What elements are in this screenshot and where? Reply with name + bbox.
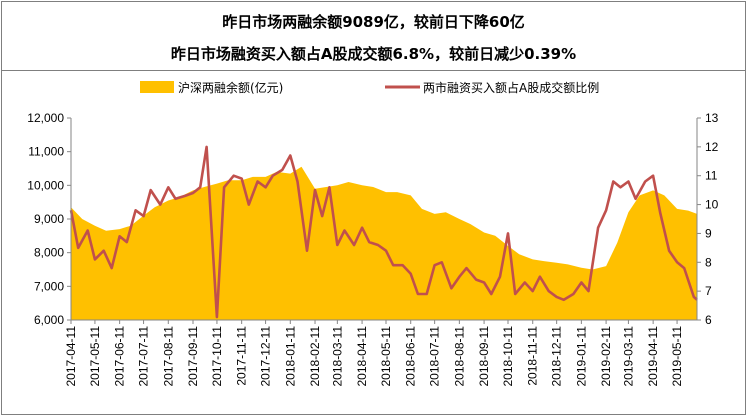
x-tick-label: 2019-05-11 (670, 326, 684, 387)
x-tick-label: 2017-06-11 (113, 326, 127, 387)
line-series-financing-ratio (69, 145, 698, 319)
y-right-tick-label: 11 (705, 169, 718, 183)
x-tick-label: 2018-04-11 (355, 326, 369, 387)
x-tick-label: 2018-10-11 (501, 326, 515, 387)
y-left-tick-label: 6,000 (34, 313, 64, 327)
x-tick-label: 2018-07-11 (428, 326, 442, 387)
y-right-tick-label: 10 (705, 198, 719, 212)
x-tick-label: 2018-08-11 (452, 326, 466, 387)
y-left-tick-label: 9,000 (34, 212, 64, 226)
y-right-tick-label: 8 (705, 255, 712, 269)
x-tick-label: 2018-01-11 (283, 326, 297, 387)
y-left-tick-label: 10,000 (27, 178, 64, 192)
x-tick-label: 2017-12-11 (259, 326, 273, 387)
legend-swatch-area (140, 81, 174, 93)
x-tick-label: 2019-04-11 (646, 326, 660, 387)
x-tick-label: 2017-04-11 (64, 326, 78, 387)
x-tick-label: 2018-09-11 (477, 326, 491, 387)
x-tick-label: 2018-11-11 (526, 326, 540, 386)
x-tick-label: 2017-05-11 (88, 326, 102, 387)
y-left-tick-label: 7,000 (34, 279, 64, 293)
legend-label-line: 两市融资买入额占A股成交额比例 (423, 80, 599, 95)
x-tick-label: 2018-05-11 (379, 326, 393, 387)
axes-group: 6,000 7,000 8,000 9,000 10,000 11,000 12,000 6 7… (27, 111, 718, 387)
x-tick-label: 2018-03-11 (330, 326, 344, 387)
x-tick-label: 2017-09-11 (186, 326, 200, 387)
area-series-margin-balance (71, 166, 697, 320)
line-series-group (69, 145, 698, 319)
x-tick-label: 2019-01-11 (574, 326, 588, 387)
y-right-tick-label: 12 (705, 140, 719, 154)
area-series-group (71, 166, 697, 320)
title-box: 昨日市场两融余额9089亿，较前日下降60亿 昨日市场融资买入额占A股成交额6.… (2, 2, 745, 71)
x-tick-label: 2018-02-11 (308, 326, 322, 387)
y-left-tick-label: 8,000 (34, 246, 64, 260)
y-left-tick-label: 11,000 (28, 145, 64, 159)
legend: 沪深两融余额(亿元) 两市融资买入额占A股成交额比例 (140, 80, 599, 95)
y-left-tick-label: 12,000 (27, 111, 64, 125)
x-tick-label: 2017-11-11 (235, 326, 249, 386)
x-tick-label: 2017-08-11 (161, 326, 175, 387)
x-tick-label: 2019-02-11 (599, 326, 613, 387)
y-right-tick-label: 6 (705, 313, 712, 327)
x-tick-label: 2019-03-11 (621, 326, 635, 387)
x-tick-label: 2018-06-11 (404, 326, 418, 387)
title-line-1: 昨日市场两融余额9089亿，较前日下降60亿 (222, 13, 525, 31)
y-right-tick-label: 13 (705, 111, 719, 125)
y-right-tick-label: 9 (705, 226, 712, 240)
y-right-tick-label: 7 (705, 284, 712, 298)
x-tick-label: 2017-07-11 (137, 326, 151, 387)
legend-label-area: 沪深两融余额(亿元) (178, 80, 283, 95)
title-line-2: 昨日市场融资买入额占A股成交额6.8%，较前日减少0.39% (170, 45, 577, 63)
x-tick-label: 2017-10-11 (210, 326, 224, 387)
x-tick-label: 2018-12-11 (550, 326, 564, 387)
